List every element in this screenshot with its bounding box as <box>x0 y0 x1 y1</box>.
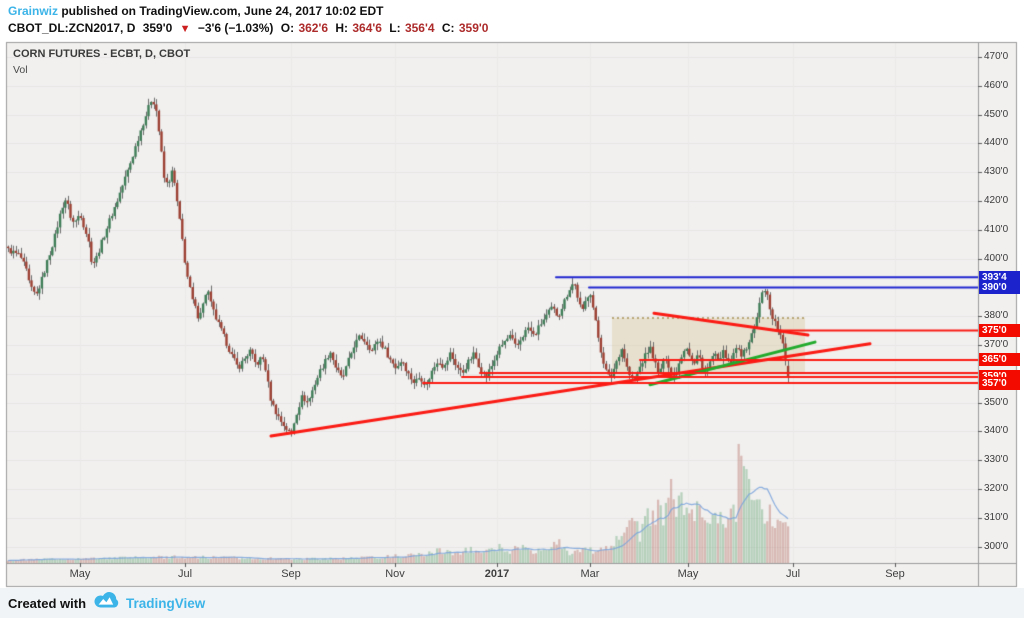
price-tick-label: 300'0 <box>984 540 1009 552</box>
price-level-badge: 375'0 <box>979 324 1020 338</box>
price-tick-label: 410'0 <box>984 223 1009 235</box>
low-label: L: <box>389 21 401 35</box>
close-value: 359'0 <box>458 21 489 35</box>
created-with-label: Created with <box>8 595 87 611</box>
volume-indicator-label: Vol <box>13 64 28 76</box>
author-link[interactable]: Grainwiz <box>8 4 59 18</box>
price-level-badge: 393'4 <box>979 270 1020 284</box>
byline-text: published on TradingView.com, June 24, 2… <box>58 4 384 18</box>
chart-title: CORN FUTURES - ECBT, D, CBOT <box>13 48 191 60</box>
high-label: H: <box>335 21 349 35</box>
price-tick-label: 380'0 <box>984 310 1009 322</box>
open-label: O: <box>280 21 295 35</box>
price-tick-label: 350'0 <box>984 396 1009 408</box>
tradingview-logo-icon[interactable] <box>93 592 119 614</box>
price-tick-label: 430'0 <box>984 166 1009 178</box>
last-price: 359'0 <box>142 21 173 35</box>
price-tick-label: 330'0 <box>984 454 1009 466</box>
time-axis-label: Sep <box>281 568 301 580</box>
price-tick-label: 310'0 <box>984 511 1009 523</box>
low-value: 356'4 <box>404 21 435 35</box>
symbol-name: CBOT_DL:ZCN2017, D <box>8 21 136 35</box>
change-value: −3'6 (−1.03%) <box>197 21 274 35</box>
time-axis-label: Nov <box>385 568 405 580</box>
price-level-badge: 365'0 <box>979 353 1020 367</box>
tradingview-brand-link[interactable]: TradingView <box>126 595 206 611</box>
price-tick-label: 440'0 <box>984 137 1009 149</box>
footer: Created with TradingView <box>8 592 205 614</box>
price-tick-label: 450'0 <box>984 108 1009 120</box>
price-level-badge: 390'0 <box>979 280 1020 294</box>
symbol-ohlc-line: CBOT_DL:ZCN2017, D 359'0 ▼ −3'6 (−1.03%)… <box>8 20 492 37</box>
down-arrow-icon: ▼ <box>179 23 191 35</box>
time-axis-label: 2017 <box>484 568 510 580</box>
price-tick-label: 400'0 <box>984 252 1009 264</box>
time-axis-label: Jul <box>785 568 801 580</box>
price-tick-label: 320'0 <box>984 483 1009 494</box>
close-label: C: <box>441 21 455 35</box>
price-tick-label: 470'0 <box>984 51 1009 62</box>
time-axis-label: Mar <box>580 568 600 580</box>
time-axis-label: May <box>69 568 91 580</box>
price-tick-label: 460'0 <box>984 79 1009 91</box>
byline: Grainwiz published on TradingView.com, J… <box>8 3 492 19</box>
price-tick-label: 370'0 <box>984 339 1009 350</box>
price-level-badge: 357'0 <box>979 376 1020 390</box>
high-value: 364'6 <box>352 21 382 35</box>
header: Grainwiz published on TradingView.com, J… <box>8 3 492 37</box>
time-axis-label: Jul <box>177 568 193 580</box>
open-value: 362'6 <box>298 21 329 35</box>
time-axis-label: Sep <box>885 568 905 580</box>
price-tick-label: 420'0 <box>984 195 1009 206</box>
time-axis-label: May <box>677 568 699 580</box>
price-tick-label: 340'0 <box>984 425 1009 437</box>
